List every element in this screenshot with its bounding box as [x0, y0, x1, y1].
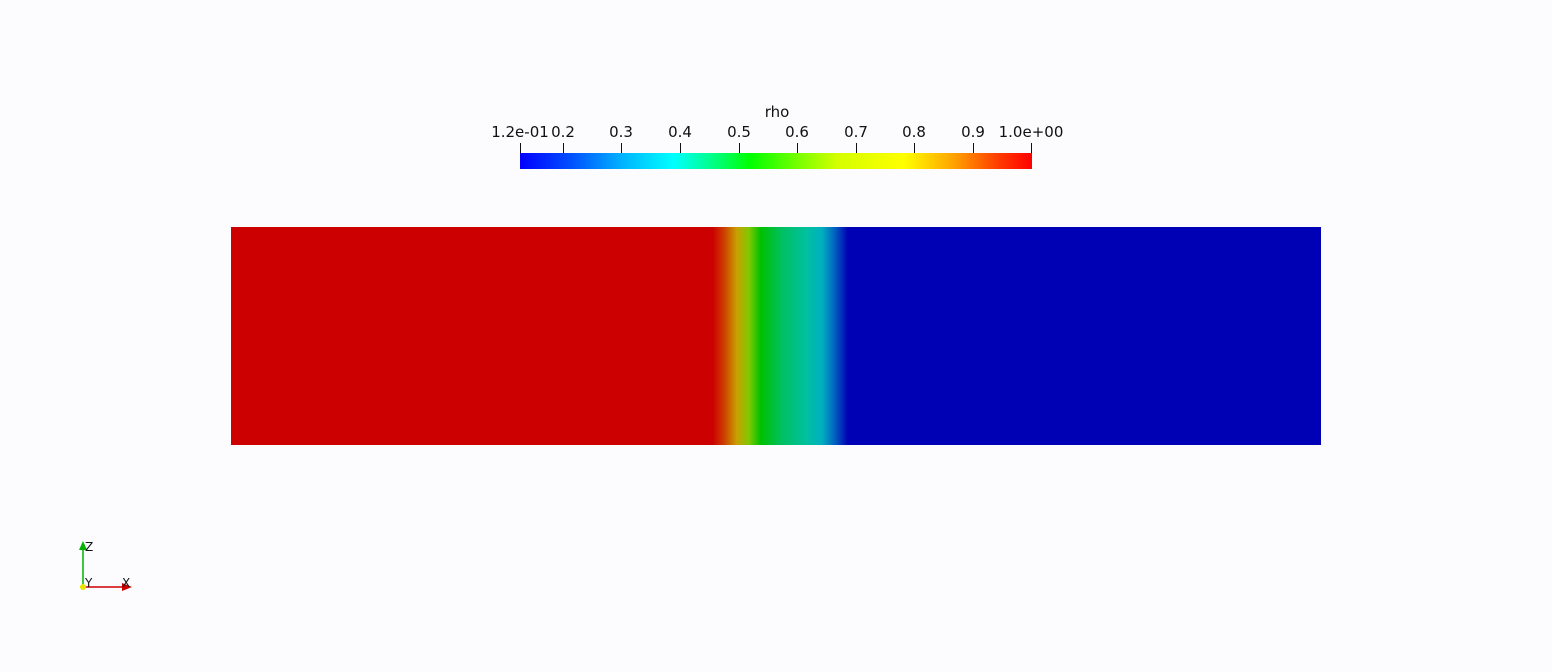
colorbar-tick-label: 0.8 — [902, 123, 926, 141]
colorbar-tick-label: 0.5 — [727, 123, 751, 141]
colorbar-tick — [680, 143, 681, 156]
colorbar-tick-label: 0.4 — [668, 123, 692, 141]
colorbar-tick — [914, 143, 915, 156]
colorbar-tick — [739, 143, 740, 156]
colorbar-tick-label: 1.2e-01 — [491, 123, 549, 141]
colorbar-ticks — [520, 143, 1032, 156]
colorbar-tick — [973, 143, 974, 156]
colorbar-tick-label: 0.9 — [961, 123, 985, 141]
colorbar-tick — [563, 143, 564, 156]
colorbar-tick — [797, 143, 798, 156]
y-axis-label: Y — [84, 576, 93, 590]
colorbar-tick-label: 0.2 — [551, 123, 575, 141]
colorbar-tick — [520, 143, 521, 156]
colorbar-tick-label: 0.6 — [785, 123, 809, 141]
z-axis-label: Z — [85, 540, 93, 554]
x-axis-label: X — [122, 576, 130, 590]
colorbar-tick-label: 0.3 — [609, 123, 633, 141]
colorbar-tick — [856, 143, 857, 156]
colorbar-tick — [621, 143, 622, 156]
axes-triad-icon: Z Y X — [79, 540, 132, 591]
y-axis-dot — [80, 584, 86, 590]
density-field-plot[interactable] — [231, 227, 1321, 445]
x-axis-arrow — [122, 583, 132, 591]
colorbar-tick-label: 1.0e+00 — [998, 123, 1064, 141]
z-axis-arrow — [79, 541, 87, 550]
colorbar-title: rho — [764, 103, 790, 121]
colorbar-tick — [1031, 143, 1032, 156]
orientation-axes: Z Y X — [70, 535, 150, 605]
colorbar-gradient — [520, 153, 1032, 169]
colorbar-tick-label: 0.7 — [844, 123, 868, 141]
